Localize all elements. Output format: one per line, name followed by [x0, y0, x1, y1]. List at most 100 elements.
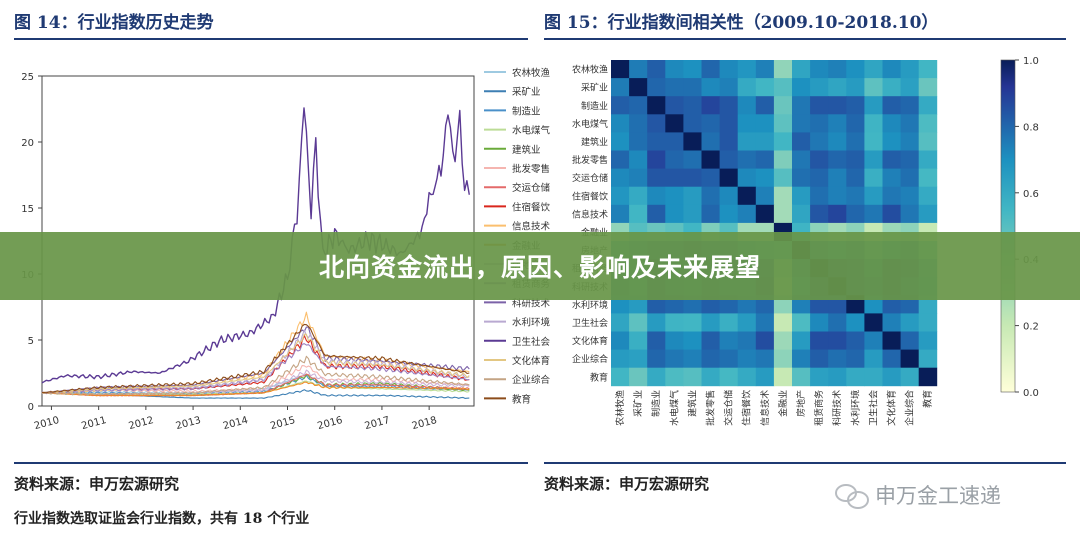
x-tick-label: 2016 [316, 415, 343, 432]
heatmap-cell [737, 367, 757, 387]
heatmap-cell [683, 349, 702, 369]
heatmap-cell [665, 204, 684, 224]
heatmap-cell [665, 96, 684, 115]
x-tick-label: 2013 [175, 415, 202, 432]
heatmap-cell [918, 186, 938, 206]
heatmap-row-label: 农林牧渔 [572, 64, 608, 76]
heatmap-col-label: 租赁商务 [813, 390, 825, 426]
heatmap-cell [737, 349, 757, 369]
heatmap-cell [719, 60, 739, 79]
heatmap-col-label: 企业综合 [904, 390, 916, 426]
legend-label: 文化体育 [512, 355, 550, 367]
heatmap-cell [828, 168, 847, 188]
heatmap-cell [611, 313, 630, 332]
heatmap-cell [810, 186, 829, 206]
watermark-text: 申万金工速递 [875, 484, 1001, 508]
heatmap-cell [665, 60, 684, 79]
heatmap-cell [647, 132, 666, 151]
heatmap-cell [629, 132, 648, 151]
heatmap-cell [701, 331, 720, 350]
y-tick-label: 20 [21, 138, 34, 149]
legend-label: 交运仓储 [512, 182, 551, 194]
heatmap-col-label: 交运仓储 [723, 390, 735, 426]
heatmap-cell [719, 204, 739, 224]
heatmap-cell [810, 114, 829, 133]
heatmap-cell [611, 96, 630, 115]
heatmap-cell [846, 132, 865, 151]
heatmap-cell [828, 78, 847, 97]
title-banner: 北向资金流出，原因、影响及未来展望 [0, 232, 1080, 300]
heatmap-cell [737, 114, 757, 133]
heatmap-cell [611, 150, 630, 169]
heatmap-cell [773, 168, 793, 188]
line-series-17 [41, 355, 470, 396]
heatmap-cell [683, 60, 702, 79]
heatmap-col-label: 采矿业 [632, 390, 644, 417]
heatmap-cell [611, 132, 630, 151]
heatmap-cell [828, 114, 847, 133]
colorbar-tick-label: 0.6 [1023, 189, 1039, 200]
heatmap-cell [755, 114, 775, 133]
heatmap-cell [773, 150, 793, 169]
figure14-title: 图 14：行业指数历史走势 [14, 13, 214, 33]
heatmap-cell [719, 78, 739, 97]
heatmap-cell [918, 349, 938, 369]
heatmap-cell [864, 168, 883, 188]
heatmap-cell [737, 331, 757, 350]
heatmap-cell [719, 313, 739, 332]
heatmap-cell [864, 132, 883, 151]
heatmap-cell [864, 96, 883, 115]
heatmap-cell [828, 349, 847, 369]
heatmap-cell [810, 132, 829, 151]
heatmap-cell [900, 150, 920, 169]
heatmap-cell [882, 168, 901, 188]
heatmap-cell [810, 331, 829, 350]
heatmap-cell [719, 96, 739, 115]
heatmap-cell [755, 150, 775, 169]
legend-label: 农林牧渔 [512, 67, 551, 79]
line-series-16 [41, 333, 470, 394]
heatmap-cell [900, 186, 920, 206]
heatmap-cell [755, 96, 775, 115]
heatmap-row-label: 水利环境 [572, 299, 608, 311]
heatmap-cell [792, 204, 811, 224]
heatmap-cell [828, 367, 847, 387]
heatmap-cell [792, 132, 811, 151]
heatmap-cell [773, 313, 793, 332]
heatmap-cell [828, 150, 847, 169]
y-tick-label: 0 [28, 402, 34, 413]
heatmap-cell [864, 186, 883, 206]
heatmap-cell [773, 204, 793, 224]
heatmap-cell [701, 150, 720, 169]
heatmap-cell [647, 168, 666, 188]
heatmap-cell [918, 132, 938, 151]
heatmap-cell [755, 168, 775, 188]
heatmap-cell [810, 78, 829, 97]
y-tick-label: 15 [21, 204, 34, 215]
heatmap-cell [683, 114, 702, 133]
heatmap-cell [864, 60, 883, 79]
heatmap-cell [882, 132, 901, 151]
heatmap-cell [611, 168, 630, 188]
heatmap-cell [918, 367, 938, 387]
heatmap-cell [773, 96, 793, 115]
heatmap-cell [665, 349, 684, 369]
heatmap-cell [701, 78, 720, 97]
heatmap-cell [701, 60, 720, 79]
heatmap-cell [647, 204, 666, 224]
heatmap-cell [773, 367, 793, 387]
heatmap-cell [773, 132, 793, 151]
heatmap-cell [737, 132, 757, 151]
legend-label: 采矿业 [512, 86, 541, 98]
heatmap-cell [647, 114, 666, 133]
heatmap-col-label: 信息技术 [759, 390, 771, 426]
heatmap-cell [828, 186, 847, 206]
heatmap-cell [846, 349, 865, 369]
heatmap-cell [882, 367, 901, 387]
heatmap-cell [647, 60, 666, 79]
heatmap-cell [755, 78, 775, 97]
heatmap-cell [918, 60, 938, 79]
heatmap-cell [701, 204, 720, 224]
heatmap-cell [918, 114, 938, 133]
heatmap-cell [846, 96, 865, 115]
